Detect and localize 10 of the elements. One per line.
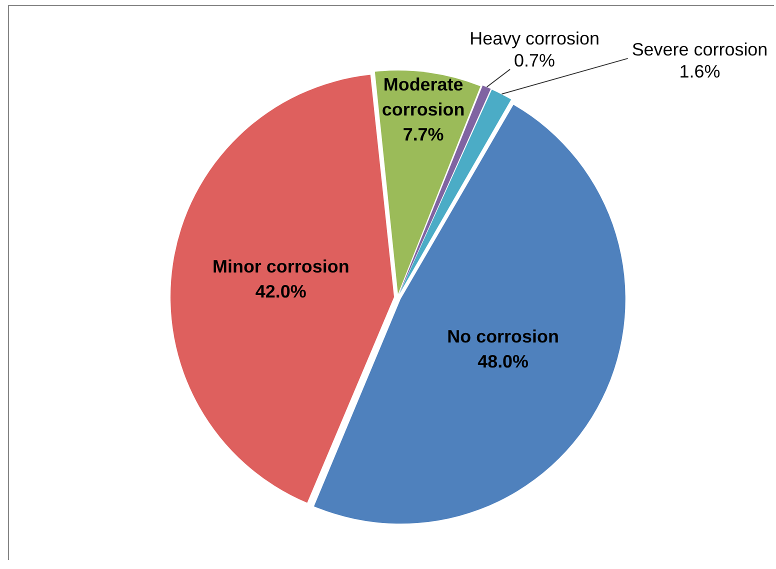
data-label: 7.7% xyxy=(402,124,444,144)
slice-label: Heavy corrosion xyxy=(470,28,600,48)
slice-label: No corrosion xyxy=(447,326,559,346)
data-label: 42.0% xyxy=(255,282,306,302)
data-label: 1.6% xyxy=(679,61,720,82)
slice-label: Minor corrosion xyxy=(212,256,350,277)
slice-label: Moderate corrosion xyxy=(382,74,465,120)
slice-label: Severe corrosion xyxy=(632,39,768,60)
data-label: 48.0% xyxy=(478,351,529,372)
data-label: 0.7% xyxy=(514,50,556,70)
